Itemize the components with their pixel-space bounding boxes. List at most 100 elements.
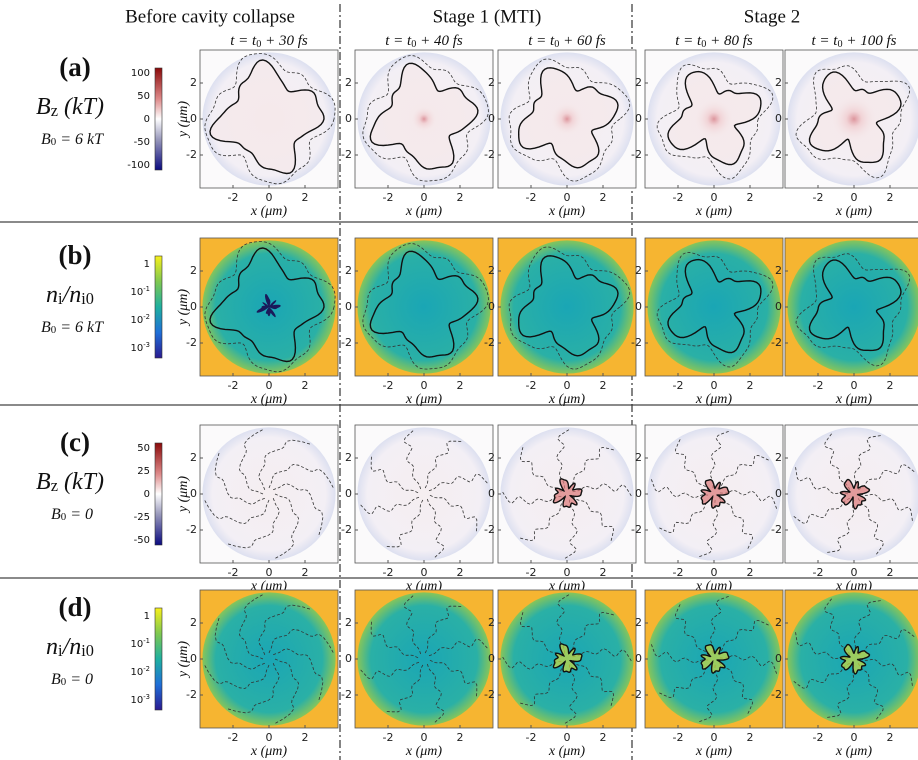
y-tick-label: -2 [631,148,642,161]
x-tick-label: 0 [711,566,718,579]
y-tick-label: 0 [488,112,495,125]
colorbar-tick-label: -100 [127,160,150,171]
y-tick-label: 0 [775,487,782,500]
x-tick-label: -2 [383,566,394,579]
y-tick-label: 0 [775,300,782,313]
panel: -20220-2x (μm) [631,425,783,594]
plasma-disk [202,592,335,725]
text-part: (kT) [58,94,104,120]
y-axis-label: y (μm) [176,101,191,140]
x-tick-label: 2 [600,379,607,392]
y-tick-label: 0 [775,652,782,665]
y-tick-label: -2 [771,148,782,161]
text-part: 0 [144,114,150,125]
text-part: t = t [812,33,839,49]
text-part: = 6 kT [56,131,104,148]
x-tick-label: 0 [711,379,718,392]
text-part: B [36,469,51,495]
y-tick-label: 0 [488,300,495,313]
y-tick-label: 0 [345,112,352,125]
colorbar-tick-label: 50 [137,91,150,102]
x-tick-label: 2 [457,731,464,744]
y-tick-label: -2 [186,688,197,701]
x-tick-label: 2 [747,191,754,204]
y-tick-label: -2 [484,523,495,536]
y-tick-label: -2 [341,148,352,161]
y-tick-label: -2 [771,336,782,349]
x-tick-label: 0 [564,379,571,392]
x-axis-label: x (μm) [835,392,873,407]
x-tick-label: 2 [302,731,309,744]
text-part: B [51,506,61,523]
y-tick-label: -2 [771,523,782,536]
text-part: + 80 fs [706,33,753,49]
x-tick-label: 0 [421,191,428,204]
text-part: 50 [137,91,150,102]
y-tick-label: 2 [345,264,352,277]
plasma-disk [357,427,490,560]
x-tick-label: 0 [564,566,571,579]
y-tick-label: 2 [345,451,352,464]
y-tick-label: -2 [341,523,352,536]
y-tick-label: 0 [775,112,782,125]
column-header: Before cavity collapse [125,6,295,27]
x-axis-label: x (μm) [695,744,733,759]
y-tick-label: 2 [635,451,642,464]
colorbar-tick-label: 10-2 [130,665,150,678]
x-tick-label: -2 [526,566,537,579]
row-label: (a) [59,52,90,82]
y-tick-label: 2 [635,264,642,277]
x-tick-label: 2 [457,191,464,204]
colorbar-tick-label: 10-1 [130,637,150,650]
x-tick-label: -2 [228,731,239,744]
text-part: -3 [143,693,150,701]
x-tick-label: 2 [457,379,464,392]
colorbar [155,608,162,710]
text-part: t = t [230,33,257,49]
x-axis-label: x (μm) [250,392,288,407]
row-condition: B0 = 6 kT [41,131,104,149]
x-tick-label: 0 [851,731,858,744]
y-tick-label: 2 [190,451,197,464]
x-tick-label: -2 [383,731,394,744]
text-part: i0 [81,289,94,308]
row-label: (d) [59,592,92,622]
text-part: 10 [130,695,143,706]
x-tick-label: 2 [887,191,894,204]
x-tick-label: -2 [673,731,684,744]
x-tick-label: -2 [383,191,394,204]
x-tick-label: -2 [228,379,239,392]
x-tick-label: 0 [266,191,273,204]
column-header: Stage 2 [744,6,800,27]
text-part: -25 [134,512,150,523]
x-tick-label: -2 [673,191,684,204]
y-tick-label: 0 [488,652,495,665]
x-tick-label: 2 [302,566,309,579]
x-axis-label: x (μm) [548,204,586,219]
text-part: + 30 fs [261,33,308,49]
y-tick-label: 0 [635,300,642,313]
text-part: + 100 fs [843,33,897,49]
x-tick-label: -2 [526,731,537,744]
y-tick-label: 2 [190,76,197,89]
text-part: 10 [130,287,143,298]
x-tick-label: 2 [302,379,309,392]
colorbar-tick-label: 10-3 [130,693,150,706]
panel-time: t = t0 + 80 fs [675,33,753,49]
colorbar [155,443,162,545]
y-tick-label: 2 [345,76,352,89]
text-part: /n [61,634,82,660]
text-part: t = t [385,33,412,49]
plasma-disk [202,427,335,560]
y-tick-label: 2 [345,616,352,629]
column-header: Stage 1 (MTI) [433,6,542,27]
text-part: i0 [81,641,94,660]
row-condition: B0 = 6 kT [41,319,104,337]
text-part: B [36,94,51,120]
text-part: -3 [143,341,150,349]
y-tick-label: -2 [341,336,352,349]
panel: -20220-2x (μm) [341,50,493,219]
figure: Before cavity collapse Stage 1 (MTI) Sta… [0,0,918,760]
text-part: t = t [675,33,702,49]
